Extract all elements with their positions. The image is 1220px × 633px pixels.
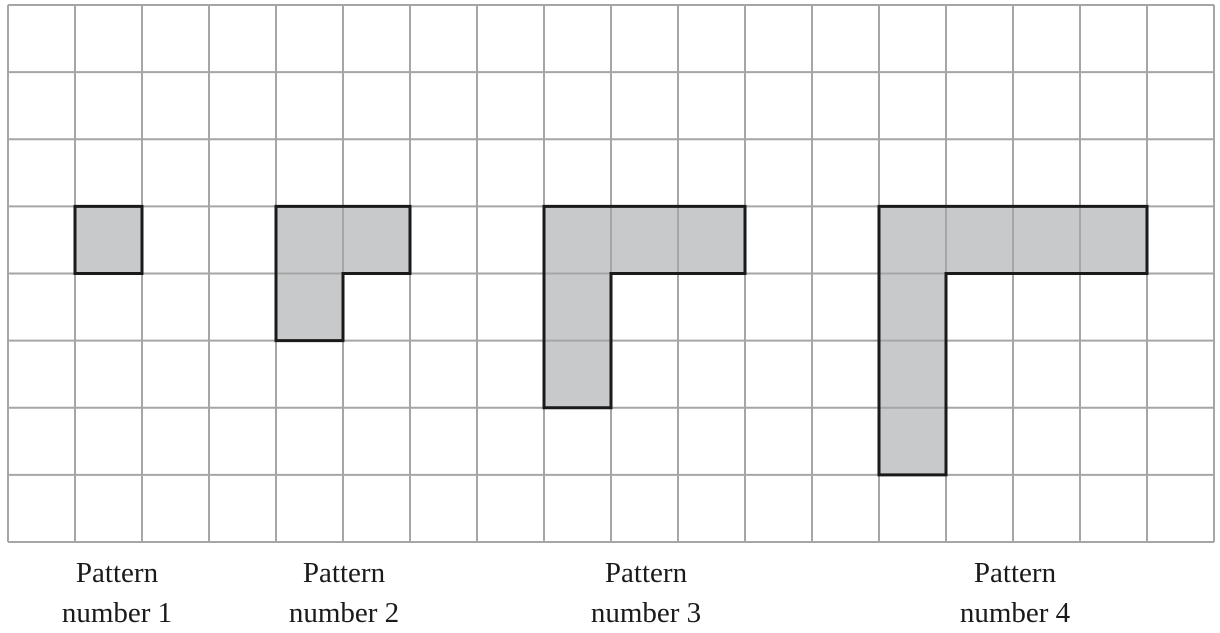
caption-pattern-4: Pattern number 4: [905, 553, 1125, 633]
caption-line-1: Pattern: [973, 557, 1057, 589]
shape-outline-pattern-4: [877, 204, 1149, 477]
shaded-cell-pattern-4: [879, 273, 946, 341]
shape-outline-pattern-1: [73, 204, 144, 275]
caption-pattern-3: Pattern number 3: [536, 553, 756, 633]
shaded-cell-pattern-4: [879, 340, 946, 408]
shaded-cell-pattern-2: [276, 273, 343, 341]
shaded-cell-pattern-4: [879, 407, 946, 475]
shaded-cell-pattern-3: [611, 206, 678, 274]
caption-line-2: number 1: [61, 597, 173, 629]
shaded-cells: [75, 206, 1147, 475]
caption-line-1: Pattern: [75, 557, 159, 589]
caption-line-2: number 2: [288, 597, 400, 629]
shaded-cell-pattern-4: [879, 206, 946, 274]
shape-outline-pattern-3: [542, 204, 747, 410]
shaded-cell-pattern-3: [544, 206, 611, 274]
caption-line-2: number 3: [590, 597, 702, 629]
shaded-cell-pattern-3: [678, 206, 745, 274]
caption-line-1: Pattern: [302, 557, 386, 589]
shaded-cell-pattern-2: [343, 206, 410, 274]
caption-line-2: number 4: [959, 597, 1071, 629]
caption-line-1: Pattern: [604, 557, 688, 589]
shape-outline-pattern-2: [274, 204, 412, 343]
shaded-cell-pattern-4: [946, 206, 1013, 274]
shape-outlines: [73, 204, 1149, 477]
shaded-cell-pattern-3: [544, 273, 611, 341]
shaded-cell-pattern-4: [1080, 206, 1147, 274]
caption-pattern-2: Pattern number 2: [234, 553, 454, 633]
shaded-cell-pattern-2: [276, 206, 343, 274]
shaded-cell-pattern-3: [544, 340, 611, 408]
shaded-cell-pattern-4: [1013, 206, 1080, 274]
shaded-cell-pattern-1: [75, 206, 142, 274]
caption-pattern-1: Pattern number 1: [7, 553, 227, 633]
